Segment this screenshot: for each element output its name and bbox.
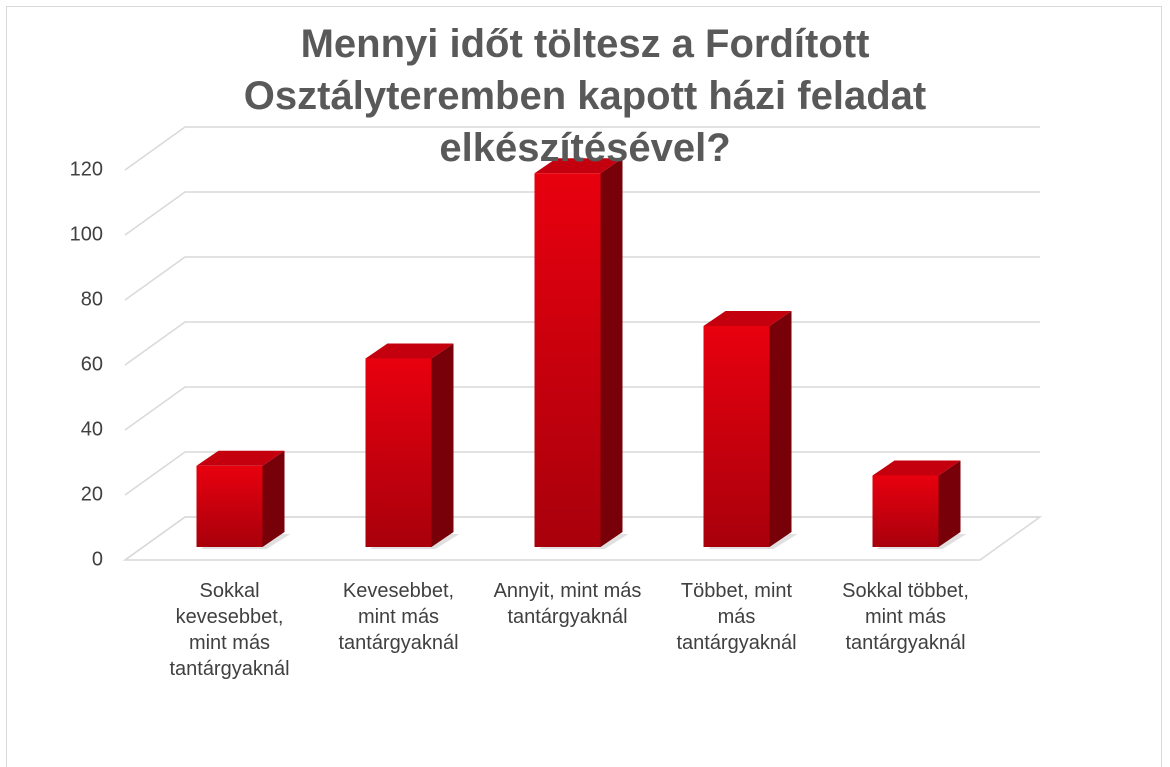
bar xyxy=(703,326,770,547)
bar xyxy=(196,465,263,547)
bar-top xyxy=(872,460,961,476)
grid-line xyxy=(124,256,1040,301)
bar-top xyxy=(365,343,454,359)
bar xyxy=(872,475,939,547)
bar xyxy=(534,173,601,547)
y-tick-label: 80 xyxy=(81,288,103,310)
x-tick-label: Sokkal kevesebbet, mint más tantárgyakná… xyxy=(169,580,290,680)
y-tick-label: 40 xyxy=(81,418,103,440)
bar-top xyxy=(703,311,792,326)
bar-side xyxy=(431,343,454,547)
grid-line xyxy=(124,191,1040,236)
x-tick-label: Többet, mint más tantárgyaknál xyxy=(676,580,797,654)
y-tick-label: 100 xyxy=(70,223,103,245)
bar-top xyxy=(196,450,285,466)
y-tick-label: 20 xyxy=(81,483,103,505)
bar-top xyxy=(534,158,623,174)
bar-side xyxy=(600,158,623,547)
bar xyxy=(365,358,432,547)
chart-title: Mennyi időt töltesz a Fordított Osztályt… xyxy=(243,22,927,170)
x-tick-label: Annyit, mint más tantárgyaknál xyxy=(493,580,642,628)
y-tick-label: 0 xyxy=(92,548,103,570)
bar-side xyxy=(262,450,285,547)
chart-border xyxy=(6,6,1162,767)
grid-line xyxy=(124,126,1040,171)
y-tick-label: 120 xyxy=(70,158,103,180)
bar-side xyxy=(938,460,961,547)
x-tick-label: Sokkal többet, mint más tantárgyaknál xyxy=(842,580,969,654)
y-tick-label: 60 xyxy=(81,353,103,375)
bar-side xyxy=(769,311,792,547)
x-tick-label: Kevesebbet, mint más tantárgyaknál xyxy=(338,580,459,654)
